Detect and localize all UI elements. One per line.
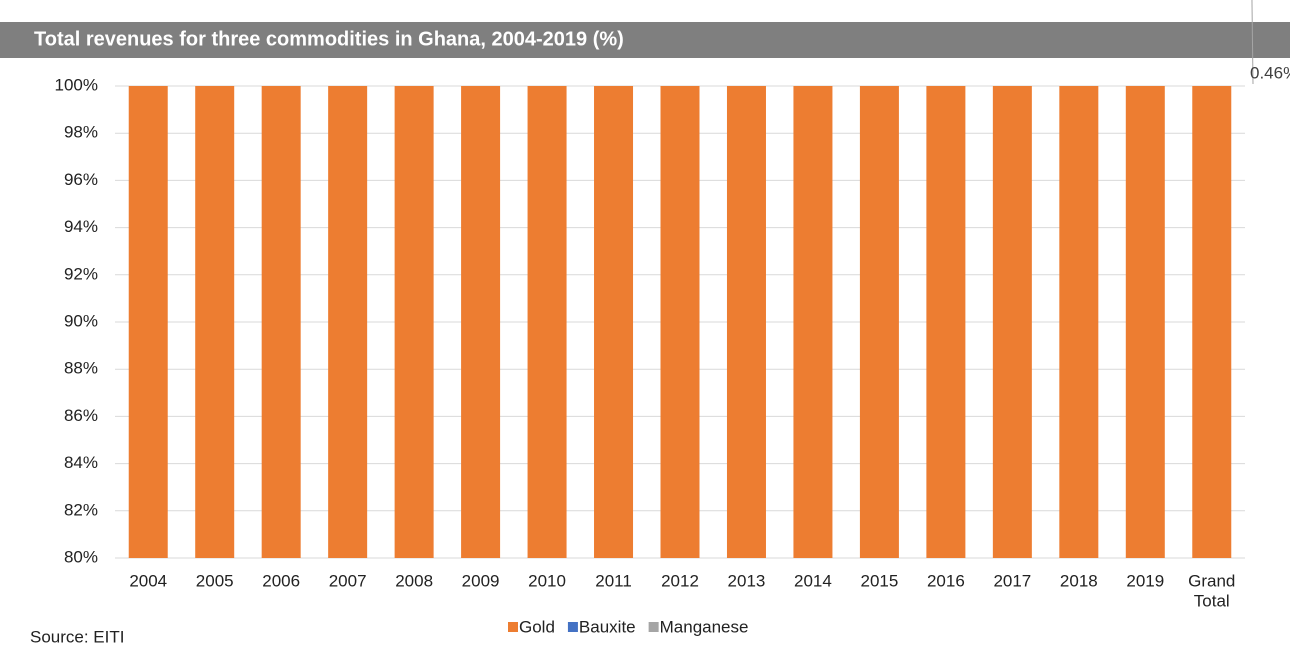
y-tick-label: 86%: [64, 406, 98, 425]
legend-swatch: [648, 622, 659, 632]
x-tick-label: 2009: [462, 571, 500, 590]
bar-segment: [594, 86, 634, 558]
bar-segment: [461, 86, 501, 558]
bar-segment: [527, 86, 567, 558]
y-tick-label: 96%: [64, 170, 98, 189]
data-label: 0.46%: [1250, 63, 1290, 82]
y-tick-label: 92%: [64, 264, 98, 283]
bar-segment: [328, 86, 368, 558]
bar-segment: [859, 86, 899, 558]
bar-segment: [660, 86, 700, 558]
bar-segment: [1125, 86, 1165, 558]
bar-segment: [1059, 86, 1099, 558]
bar-segment: [195, 86, 235, 558]
x-tick-label: 2006: [262, 571, 300, 590]
bar-segment: [261, 86, 301, 558]
bar-segment: [726, 86, 766, 558]
x-tick-label: 2013: [728, 571, 766, 590]
y-tick-label: 88%: [64, 359, 98, 378]
y-tick-label: 82%: [64, 500, 98, 519]
y-tick-label: 100%: [55, 75, 98, 94]
legend-swatch: [567, 622, 578, 632]
x-tick-label: 2010: [528, 571, 566, 590]
bar-segment: [926, 86, 966, 558]
legend-swatch: [508, 622, 518, 632]
bar-segment: [1192, 86, 1232, 558]
x-tick-label: 2018: [1060, 571, 1098, 590]
x-tick-label: 2007: [329, 571, 367, 590]
x-tick-label: 2012: [661, 571, 699, 590]
chart-title: Total revenues for three commodities in …: [34, 28, 624, 50]
bar-segment: [394, 86, 434, 558]
legend-label: Manganese: [660, 617, 749, 636]
y-tick-label: 84%: [64, 453, 98, 472]
x-tick-label: 2014: [794, 571, 832, 590]
bar-segment: [128, 86, 168, 558]
x-tick-label: 2017: [993, 571, 1031, 590]
y-tick-label: 94%: [64, 217, 98, 236]
y-tick-label: 98%: [64, 123, 98, 142]
source: Source: EITI: [30, 627, 124, 646]
legend-label: Bauxite: [579, 617, 636, 636]
x-tick-label: 2011: [595, 571, 632, 590]
x-tick-label: 2005: [196, 571, 234, 590]
x-tick-label: 2004: [129, 571, 167, 590]
x-tick-label: Total: [1194, 591, 1230, 610]
y-tick-label: 90%: [64, 311, 98, 330]
x-tick-label: 2008: [395, 571, 433, 590]
x-tick-label: 2019: [1126, 571, 1164, 590]
title-band: [0, 22, 1290, 58]
legend-label: Gold: [519, 617, 555, 636]
bar-segment: [793, 86, 833, 558]
bar-segment: [992, 86, 1032, 558]
x-tick-label: Grand: [1188, 571, 1235, 590]
x-tick-label: 2016: [927, 571, 965, 590]
x-tick-label: 2015: [860, 571, 898, 590]
y-tick-label: 80%: [64, 547, 98, 566]
